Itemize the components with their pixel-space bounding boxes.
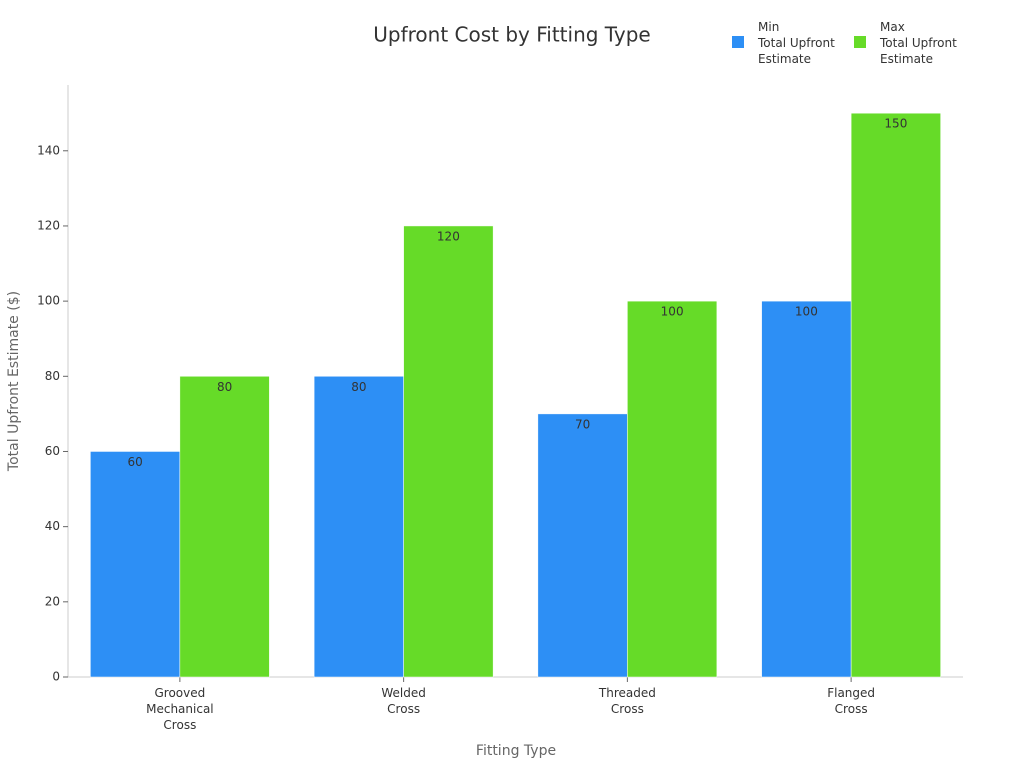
chart-title: Upfront Cost by Fitting Type — [373, 23, 651, 47]
legend-swatch — [732, 36, 744, 48]
bar — [313, 376, 404, 678]
value-label: 80 — [217, 380, 232, 394]
x-axis-label: Fitting Type — [476, 743, 556, 759]
value-label: 80 — [351, 380, 366, 394]
value-label: 100 — [661, 305, 684, 319]
y-tick-label: 80 — [45, 369, 60, 383]
y-tick-label: 0 — [52, 670, 60, 684]
x-tick-label: Threaded Cross — [598, 686, 656, 716]
y-axis-label: Total Upfront Estimate ($) — [6, 291, 22, 472]
bar — [179, 376, 270, 678]
legend-label: Max Total Upfront Estimate — [879, 20, 957, 66]
y-tick-label: 140 — [37, 143, 60, 157]
bar — [627, 300, 718, 678]
value-label: 100 — [795, 305, 818, 319]
legend-swatch — [854, 36, 866, 48]
y-tick-label: 120 — [37, 218, 60, 232]
x-tick-label: Welded Cross — [381, 686, 426, 716]
x-tick-label: Grooved Mechanical Cross — [146, 686, 214, 732]
value-label: 70 — [575, 417, 590, 431]
value-label: 120 — [437, 229, 460, 243]
bar — [537, 413, 628, 678]
legend-label: Min Total Upfront Estimate — [757, 20, 835, 66]
value-label: 150 — [884, 117, 907, 131]
bar — [761, 300, 852, 678]
bar — [403, 225, 494, 678]
y-tick-label: 60 — [45, 444, 60, 458]
bar — [90, 451, 181, 678]
y-tick-label: 100 — [37, 294, 60, 308]
y-tick-label: 20 — [45, 594, 60, 608]
x-tick-label: Flanged Cross — [827, 686, 875, 716]
bar — [850, 112, 941, 678]
value-label: 60 — [127, 455, 142, 469]
y-tick-label: 40 — [45, 519, 60, 533]
